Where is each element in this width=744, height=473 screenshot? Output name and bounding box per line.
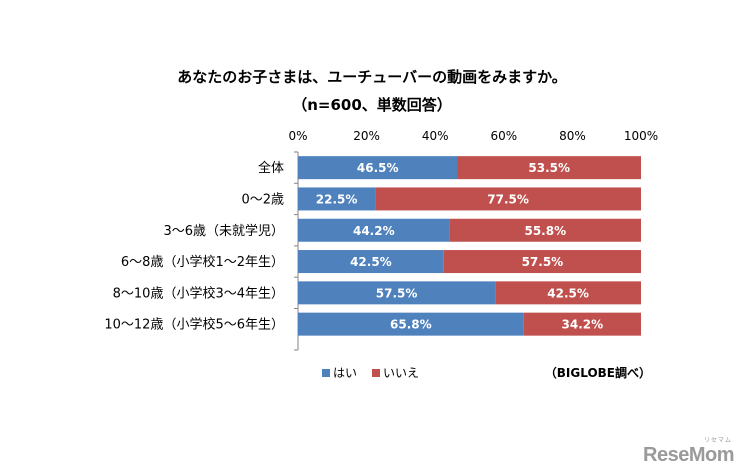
x-tick-label: 40%: [422, 129, 449, 143]
category-label: 全体: [258, 160, 284, 176]
legend-label: はい: [333, 366, 357, 380]
legend-swatch: [322, 369, 330, 377]
data-label: 34.2%: [562, 318, 604, 332]
bar-no: [375, 187, 641, 211]
data-label: 44.2%: [353, 224, 395, 238]
data-label: 57.5%: [522, 255, 564, 269]
bar-yes: [298, 250, 444, 274]
data-label: 42.5%: [350, 255, 392, 269]
category-label: 8～10歳（小学校3～4年生）: [113, 285, 284, 301]
data-label: 55.8%: [524, 224, 566, 238]
chart-title: あなたのお子さまは、ユーチューバーの動画をみますか。: [177, 68, 567, 86]
x-tick-label: 20%: [353, 129, 380, 143]
logo-subtext: リセマム: [703, 438, 732, 444]
category-label: 0～2歳: [241, 192, 284, 207]
bar-no: [523, 312, 641, 336]
resemom-logo: ReseMom リセマム: [643, 438, 734, 467]
bar-no: [443, 250, 641, 274]
category-label: 6～8歳（小学校1～2年生）: [121, 254, 284, 270]
chart-subtitle: （n=600、単数回答）: [292, 96, 452, 114]
data-label: 22.5%: [316, 192, 358, 206]
bar-no: [449, 218, 641, 242]
data-label: 57.5%: [376, 286, 418, 300]
data-label: 53.5%: [528, 161, 570, 175]
logo-text: ReseMom: [643, 444, 734, 466]
data-label: 42.5%: [547, 286, 589, 300]
data-label: 46.5%: [357, 161, 399, 175]
category-label: 3～6歳（未就学児）: [163, 223, 284, 239]
bar-no: [495, 281, 641, 305]
data-label: 77.5%: [487, 192, 529, 206]
x-tick-label: 80%: [559, 129, 586, 143]
category-label: 10～12歳（小学校5～6年生）: [104, 317, 284, 333]
bar-yes: [298, 218, 450, 242]
source-note: （BIGLOBE調べ）: [545, 365, 651, 380]
x-tick-label: 0%: [288, 129, 307, 143]
x-tick-label: 60%: [490, 129, 517, 143]
bar-yes: [298, 281, 496, 305]
bar-yes: [298, 187, 376, 211]
bar-no: [457, 156, 641, 180]
legend-label: いいえ: [383, 366, 419, 380]
x-tick-label: 100%: [624, 129, 658, 143]
data-label: 65.8%: [390, 318, 432, 332]
bar-yes: [298, 312, 524, 336]
legend-swatch: [372, 369, 380, 377]
bar-yes: [298, 156, 458, 180]
